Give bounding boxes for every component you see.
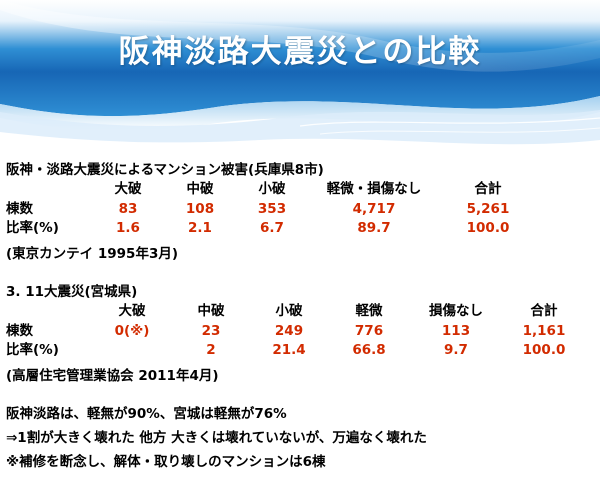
cell-value: 5,261 xyxy=(466,200,510,217)
table-row: 比率(%) 1.6 2.1 6.7 89.7 100.0 xyxy=(6,219,536,239)
cell-value: 4,717 xyxy=(352,200,396,217)
table-row: 棟数 0(※) 23 249 776 113 1,161 xyxy=(6,322,586,342)
row-label: 比率(%) xyxy=(6,220,59,237)
row-label: 棟数 xyxy=(6,322,33,339)
column-header: 合計 xyxy=(530,303,558,319)
table-row: 棟数 83 108 353 4,717 5,261 xyxy=(6,200,536,220)
section2-source: (高層住宅管理業協会 2011年4月) xyxy=(6,368,219,384)
cell-value: 113 xyxy=(441,322,471,339)
column-header: 大破 xyxy=(114,181,142,197)
cell-value: 9.7 xyxy=(444,342,468,359)
cell-value: 0(※) xyxy=(114,322,150,339)
cell-value: 89.7 xyxy=(357,220,391,237)
cell-value: 6.7 xyxy=(260,220,284,237)
footnote-line-3: ※補修を断念し、解体・取り壊しのマンションは6棟 xyxy=(6,454,326,470)
cell-value: 2.1 xyxy=(188,220,212,237)
footnote-line-2: ⇒1割が大きく壊れた 他方 大きくは壊れていないが、万遍なく壊れた xyxy=(6,430,427,446)
column-header: 中破 xyxy=(186,181,214,197)
cell-value: 23 xyxy=(201,322,221,339)
cell-value: 353 xyxy=(257,200,287,217)
footnote-line-1: 阪神淡路は、軽無が90%、宮城は軽無が76% xyxy=(6,406,287,422)
section1-source: (東京カンテイ 1995年3月) xyxy=(6,246,179,262)
cell-value: 100.0 xyxy=(466,220,510,237)
cell-value: 249 xyxy=(274,322,304,339)
table-header-row: 大破 中破 小破 軽微 損傷なし 合計 xyxy=(6,302,586,322)
cell-value: 108 xyxy=(185,200,215,217)
cell-value: 1.6 xyxy=(116,220,140,237)
section2-table: 大破 中破 小破 軽微 損傷なし 合計 棟数 0(※) 23 249 776 1… xyxy=(6,302,586,361)
section1-table: 大破 中破 小破 軽微・損傷なし 合計 棟数 83 108 353 4,717 … xyxy=(6,180,536,239)
row-label: 比率(%) xyxy=(6,342,59,359)
table-row: 比率(%) 2 21.4 66.8 9.7 100.0 xyxy=(6,341,586,361)
section1-heading: 阪神・淡路大震災によるマンション被害(兵庫県8市) xyxy=(6,162,324,178)
column-header: 軽微 xyxy=(355,303,383,319)
column-header: 大破 xyxy=(118,303,146,319)
cell-value: 21.4 xyxy=(272,342,306,359)
cell-value xyxy=(92,341,172,361)
cell-value: 66.8 xyxy=(352,342,386,359)
cell-value: 83 xyxy=(118,200,138,217)
header-banner: 阪神淡路大震災との比較 xyxy=(0,0,600,152)
cell-value: 1,161 xyxy=(522,322,566,339)
row-label: 棟数 xyxy=(6,200,33,217)
section2-heading: 3. 11大震災(宮城県) xyxy=(6,284,138,300)
cell-value: 100.0 xyxy=(522,342,566,359)
table-header-row: 大破 中破 小破 軽微・損傷なし 合計 xyxy=(6,180,536,200)
column-header: 合計 xyxy=(474,181,502,197)
table-corner-cell xyxy=(6,180,92,200)
column-header: 小破 xyxy=(258,181,286,197)
slide-body: 阪神・淡路大震災によるマンション被害(兵庫県8市) 大破 中破 小破 軽微・損傷… xyxy=(0,152,600,488)
banner-graphic xyxy=(0,0,600,152)
column-header: 損傷なし xyxy=(429,303,483,319)
cell-value: 776 xyxy=(354,322,384,339)
column-header: 中破 xyxy=(197,303,225,319)
column-header: 軽微・損傷なし xyxy=(326,181,422,197)
cell-value: 2 xyxy=(206,342,216,359)
column-header: 小破 xyxy=(275,303,303,319)
page-title: 阪神淡路大震災との比較 xyxy=(118,34,482,70)
table-corner-cell xyxy=(6,302,92,322)
